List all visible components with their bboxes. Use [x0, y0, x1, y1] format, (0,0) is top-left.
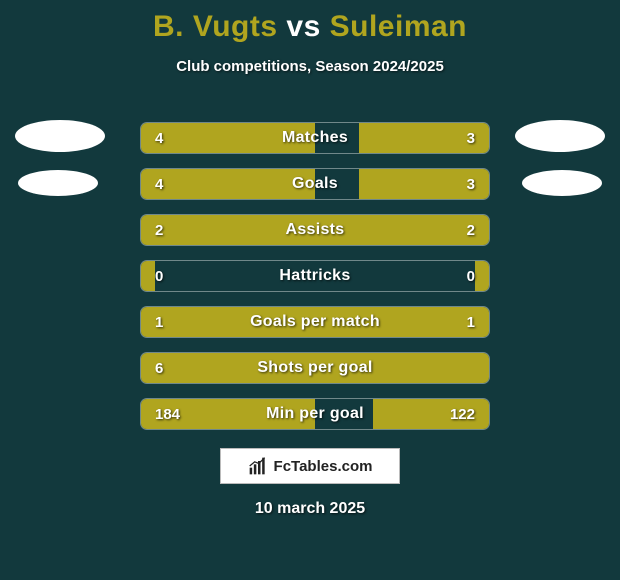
- player1-badge-2: [18, 170, 98, 196]
- date-label: 10 march 2025: [0, 500, 620, 518]
- player2-badge-2: [522, 170, 602, 196]
- stat-row: 184122Min per goal: [140, 398, 490, 430]
- stat-row: 11Goals per match: [140, 306, 490, 338]
- stat-row: 22Assists: [140, 214, 490, 246]
- stat-row: 6Shots per goal: [140, 352, 490, 384]
- stat-row: 43Goals: [140, 168, 490, 200]
- stat-label: Assists: [141, 215, 489, 245]
- stat-label: Shots per goal: [141, 353, 489, 383]
- stat-label: Goals: [141, 169, 489, 199]
- stat-label: Hattricks: [141, 261, 489, 291]
- comparison-rows: 43Matches 43Goals 22Assists 00Hattricks 11Go…: [140, 122, 490, 444]
- stat-label: Goals per match: [141, 307, 489, 337]
- player1-badge-1: [15, 120, 105, 152]
- player1-name: B. Vugts: [153, 10, 278, 43]
- page-title: B. Vugts vs Suleiman: [0, 0, 620, 44]
- stat-label: Matches: [141, 123, 489, 153]
- player2-badge-1: [515, 120, 605, 152]
- chart-icon: [248, 456, 268, 476]
- brand-box[interactable]: FcTables.com: [220, 448, 400, 484]
- subtitle: Club competitions, Season 2024/2025: [0, 58, 620, 75]
- vs-label: vs: [286, 10, 320, 43]
- stat-row: 43Matches: [140, 122, 490, 154]
- stat-label: Min per goal: [141, 399, 489, 429]
- stat-row: 00Hattricks: [140, 260, 490, 292]
- player2-name: Suleiman: [330, 10, 467, 43]
- brand-label: FcTables.com: [274, 458, 373, 475]
